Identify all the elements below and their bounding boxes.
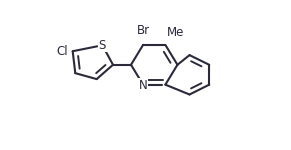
Text: Cl: Cl — [56, 45, 68, 58]
Text: Me: Me — [167, 26, 184, 39]
Text: S: S — [99, 39, 106, 52]
Text: N: N — [139, 79, 148, 92]
Text: Br: Br — [136, 24, 150, 37]
